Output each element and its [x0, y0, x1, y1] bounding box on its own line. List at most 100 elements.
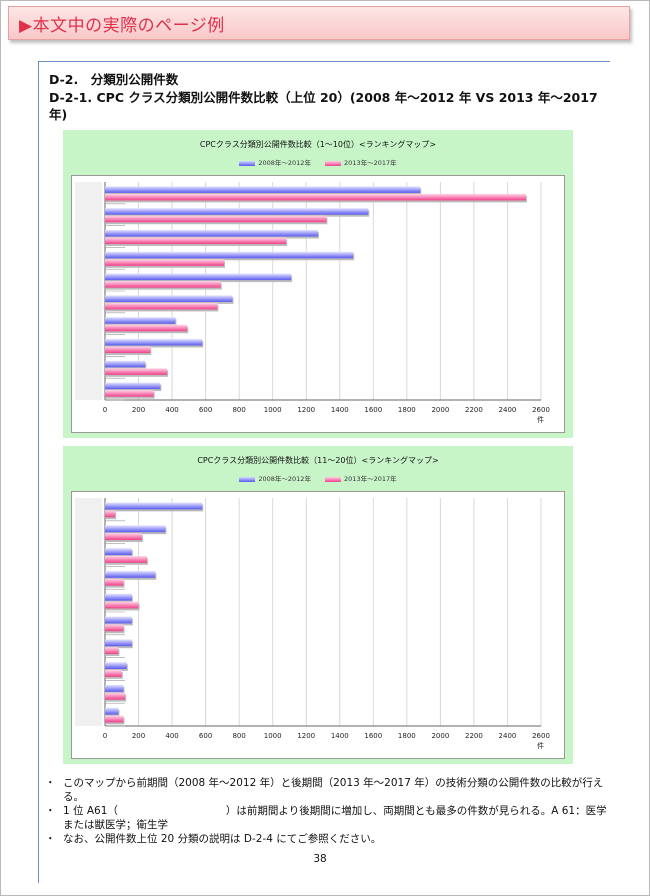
bar-period2 — [105, 510, 116, 518]
bullet-item: ・ なお、公開件数上位 20 分類の説明は D-2-4 にてご参照ください。 — [45, 832, 615, 846]
bar-period2 — [105, 193, 526, 201]
bar-period1 — [105, 593, 132, 601]
x-tick-label: 2400 — [499, 732, 517, 740]
x-tick-label: 1600 — [364, 406, 382, 414]
bar-period2 — [105, 259, 225, 266]
bar-period2 — [105, 601, 139, 609]
bullet-item: ・ このマップから前期間（2008 年～2012 年）と後期間（2013 年～2… — [45, 776, 615, 804]
bar-period2 — [105, 237, 287, 245]
bar-chart-svg: 0 200 400 600 800 1000 1200 1400 1600 1800 2000 220… — [75, 498, 550, 750]
bar-period2 — [105, 390, 154, 397]
x-tick-label: 2200 — [465, 406, 483, 414]
bar-period1 — [105, 186, 421, 193]
bullet-item: ・ 1 位 A61（ ）は前期間より後期間に増加し、両期間とも最多の件数が見られる… — [45, 804, 615, 832]
bar-period1 — [105, 229, 318, 237]
legend-item-period1: 2008年～2012年 — [239, 473, 311, 483]
x-tick-label: 800 — [232, 406, 245, 414]
bullet-list: ・ このマップから前期間（2008 年～2012 年）と後期間（2013 年～2… — [45, 776, 615, 846]
example-banner: ▶本文中の実際のページ例 — [8, 6, 630, 40]
chart-legend: 2008年～2012年 2013年～2017年 — [63, 473, 573, 483]
x-tick-label: 2600 — [532, 406, 550, 414]
legend-label: 2013年～2017年 — [344, 159, 397, 167]
x-tick-label: 1400 — [331, 406, 349, 414]
x-tick-label: 2600 — [532, 732, 550, 740]
legend-label: 2008年～2012年 — [258, 159, 311, 167]
x-tick-label: 1000 — [264, 732, 282, 740]
x-tick-label: 200 — [132, 406, 145, 414]
legend-swatch-pink — [325, 476, 342, 482]
legend-item-period2: 2013年～2017年 — [325, 473, 397, 483]
bar-period1 — [105, 273, 292, 281]
x-tick-label: 200 — [132, 732, 145, 740]
bar-period1 — [105, 662, 127, 669]
bar-period1 — [105, 382, 161, 390]
bullet-text: ）は前期間より後期間に増加し、両期間とも最多の件数が見られる。A 61：医学また… — [63, 805, 607, 831]
bar-period1 — [105, 338, 203, 346]
bar-period2 — [105, 647, 119, 655]
bar-period1 — [105, 616, 132, 624]
x-axis-unit: 件 — [537, 741, 544, 750]
bar-period1 — [105, 525, 166, 533]
legend-swatch-blue — [239, 160, 256, 166]
bar-period2 — [105, 215, 327, 223]
plot-area: 0 200 400 600 800 1000 1200 1400 1600 1800 2000 220… — [71, 175, 565, 433]
bullet-dot: ・ — [45, 805, 56, 817]
bullet-dot: ・ — [45, 777, 56, 789]
bar-period1 — [105, 707, 119, 715]
x-tick-label: 2200 — [465, 732, 483, 740]
document-border-top — [38, 61, 610, 62]
bar-period2 — [105, 624, 124, 632]
bar-period1 — [105, 502, 203, 510]
subsection-title: D-2-1. CPC クラス分類別公開件数比較（上位 20）(2008 年～20… — [49, 90, 598, 122]
bar-period1 — [105, 548, 132, 555]
bar-period2 — [105, 670, 122, 677]
bar-period2 — [105, 715, 124, 723]
bullet-text: 1 位 A61（ — [63, 805, 118, 817]
bar-period1 — [105, 317, 176, 324]
x-tick-label: 400 — [165, 406, 178, 414]
page-number: 38 — [313, 853, 327, 865]
bar-period2 — [105, 324, 188, 332]
x-tick-label: 800 — [232, 732, 245, 740]
legend-label: 2008年～2012年 — [258, 475, 311, 483]
x-tick-label: 1200 — [297, 732, 315, 740]
bar-period2 — [105, 302, 218, 310]
legend-item-period2: 2013年～2017年 — [325, 157, 397, 167]
x-tick-label: 2000 — [431, 406, 449, 414]
chart-title: CPCクラス分類別公開件数比較（1～10位）<ランキングマップ> — [199, 140, 437, 149]
chart-legend: 2008年～2012年 2013年～2017年 — [63, 157, 573, 167]
bar-period2 — [105, 368, 168, 375]
chart-title: CPCクラス分類別公開件数比較（11～20位）<ランキングマップ> — [197, 456, 439, 465]
bar-period1 — [105, 684, 124, 692]
bar-period1 — [105, 639, 132, 647]
bar-period2 — [105, 281, 221, 288]
x-tick-label: 600 — [199, 732, 212, 740]
legend-label: 2013年～2017年 — [344, 475, 397, 483]
category-label-strip — [75, 182, 102, 400]
x-tick-label: 400 — [165, 732, 178, 740]
x-tick-label: 600 — [199, 406, 212, 414]
x-tick-label: 1600 — [364, 732, 382, 740]
x-axis-unit: 件 — [537, 415, 544, 424]
bullet-dot: ・ — [45, 833, 56, 845]
x-tick-label: 1200 — [297, 406, 315, 414]
x-tick-label: 0 — [103, 732, 107, 740]
legend-swatch-blue — [239, 476, 256, 482]
plot-area: 0 200 400 600 800 1000 1200 1400 1600 1800 2000 220… — [71, 491, 565, 759]
bar-period1 — [105, 295, 233, 302]
x-tick-label: 1400 — [331, 732, 349, 740]
x-tick-label: 1800 — [398, 406, 416, 414]
chart-panel-top10: CPCクラス分類別公開件数比較（1～10位）<ランキングマップ> 2008年～2… — [63, 130, 573, 438]
category-label-strip — [75, 498, 102, 726]
bar-chart-svg: 0 200 400 600 800 1000 1200 1400 1600 1800 2000 220… — [75, 182, 550, 424]
x-tick-label: 1000 — [264, 406, 282, 414]
bar-period1 — [105, 570, 156, 578]
bar-period2 — [105, 533, 142, 541]
bar-period1 — [105, 251, 354, 259]
legend-item-period1: 2008年～2012年 — [239, 157, 311, 167]
document-border-left — [38, 61, 39, 883]
bar-period2 — [105, 578, 124, 586]
bar-period2 — [105, 692, 126, 700]
x-tick-label: 0 — [103, 406, 107, 414]
bar-period2 — [105, 346, 151, 354]
